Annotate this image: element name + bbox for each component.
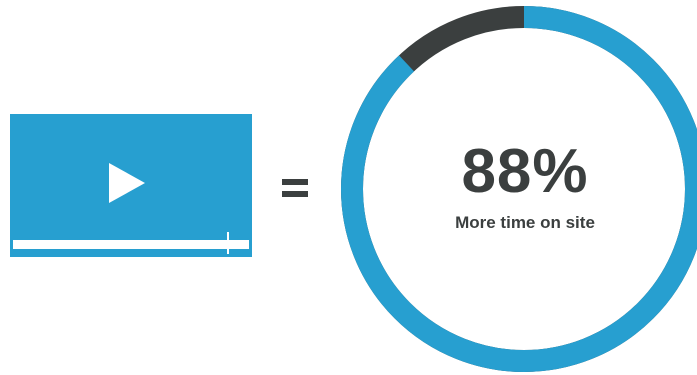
video-progress-handle[interactable]	[226, 232, 229, 254]
equals-icon	[282, 177, 308, 199]
video-progress-bar[interactable]	[13, 240, 249, 249]
stat-label: More time on site	[455, 213, 595, 232]
ring-fill	[341, 6, 697, 372]
play-icon[interactable]	[109, 163, 145, 203]
stat-value: 88%	[461, 137, 589, 206]
ring-chart	[341, 6, 697, 372]
